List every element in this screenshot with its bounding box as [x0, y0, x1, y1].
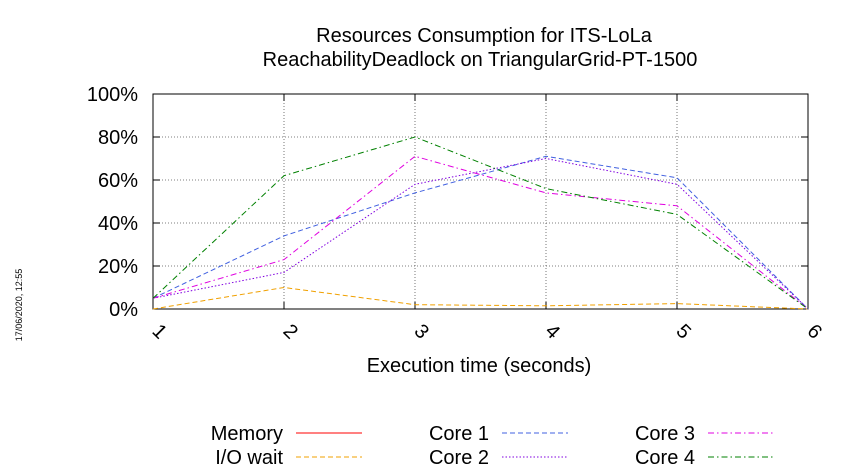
y-axis-ticks: 0% 20% 40% 60% 80% 100%	[87, 84, 808, 321]
legend-label: Memory	[211, 423, 283, 445]
x-tick-label: 2	[279, 320, 302, 343]
chart-subtitle: ReachabilityDeadlock on TriangularGrid-P…	[263, 49, 698, 71]
x-axis-label: Execution time (seconds)	[367, 355, 592, 377]
y-tick-label: 20%	[98, 256, 138, 278]
plot-frame	[152, 93, 809, 310]
x-axis-ticks: 1 2 3 4 5 6	[148, 94, 826, 343]
series-line	[152, 155, 809, 310]
legend-label: Core 3	[635, 423, 695, 445]
legend-label: I/O wait	[215, 447, 283, 469]
y-tick-label: 40%	[98, 213, 138, 235]
y-tick-label: 0%	[109, 299, 138, 321]
x-tick-label: 3	[410, 320, 433, 343]
x-tick-label: 6	[803, 320, 826, 343]
x-tick-label: 1	[148, 320, 171, 343]
series-line	[152, 157, 809, 310]
timestamp: 17/06/2020, 12:55	[14, 269, 24, 342]
y-tick-label: 60%	[98, 170, 138, 192]
legend-label: Core 1	[429, 423, 489, 445]
series-line	[152, 155, 809, 310]
y-tick-label: 80%	[98, 127, 138, 149]
chart-title: Resources Consumption for ITS-LoLa	[316, 25, 653, 47]
legend-label: Core 4	[635, 447, 695, 469]
x-tick-label: 4	[541, 320, 564, 343]
x-tick-label: 5	[672, 320, 695, 343]
series-lines	[152, 136, 809, 310]
series-line	[152, 286, 809, 310]
legend-label: Core 2	[429, 447, 489, 469]
series-line	[152, 136, 809, 310]
grid	[153, 94, 808, 309]
y-tick-label: 100%	[87, 84, 138, 106]
